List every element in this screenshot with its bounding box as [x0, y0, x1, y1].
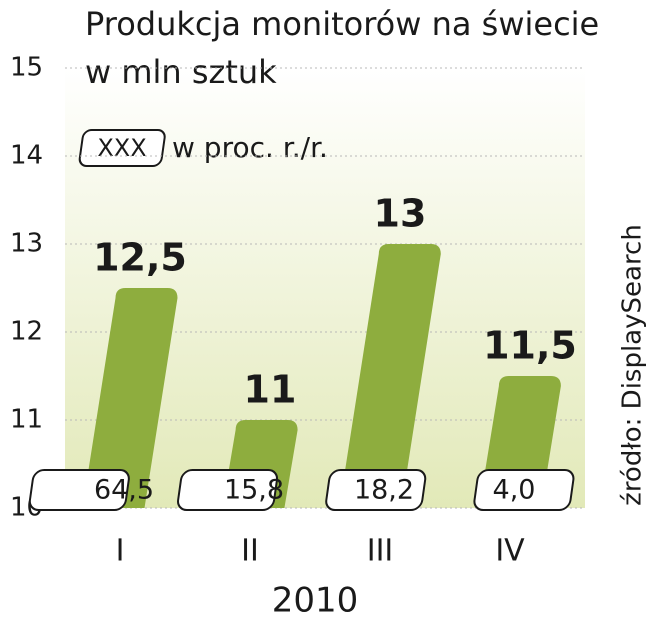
- value-label: 11,5: [483, 324, 577, 368]
- y-tick-label: 13: [10, 229, 43, 259]
- chart-subtitle: w mln sztuk: [85, 53, 277, 91]
- y-tick-label: 11: [10, 405, 43, 435]
- x-tick-label: IV: [495, 534, 525, 569]
- chart-title: Produkcja monitorów na świecie: [85, 5, 599, 43]
- bar: [82, 288, 178, 508]
- change-box: [325, 469, 427, 511]
- x-axis-label: 2010: [272, 581, 359, 621]
- y-tick-label: 15: [10, 53, 43, 83]
- y-tick-label: 12: [10, 317, 43, 347]
- x-tick-label: II: [241, 534, 259, 569]
- value-label: 12,5: [93, 236, 187, 280]
- change-label: 4,0: [493, 475, 536, 506]
- change-box: [177, 469, 279, 511]
- legend-key-box: [78, 129, 166, 167]
- x-tick-label: I: [116, 534, 125, 569]
- bar: [339, 244, 441, 508]
- value-label: 13: [374, 192, 427, 236]
- change-label: 18,2: [354, 475, 414, 506]
- legend-key: XXX: [97, 134, 146, 162]
- source: źródło: DisplaySearch: [618, 224, 648, 506]
- change-box: [473, 469, 575, 511]
- x-tick-label: III: [367, 534, 394, 569]
- change-label: 15,8: [224, 475, 284, 506]
- change-box: [28, 469, 130, 511]
- legend-label: w proc. r./r.: [172, 131, 328, 164]
- change-label: 64,5: [94, 475, 154, 506]
- value-label: 11: [244, 368, 297, 412]
- y-tick-label: 14: [10, 141, 43, 171]
